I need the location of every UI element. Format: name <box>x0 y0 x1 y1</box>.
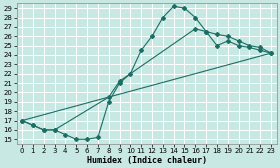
X-axis label: Humidex (Indice chaleur): Humidex (Indice chaleur) <box>87 156 207 164</box>
